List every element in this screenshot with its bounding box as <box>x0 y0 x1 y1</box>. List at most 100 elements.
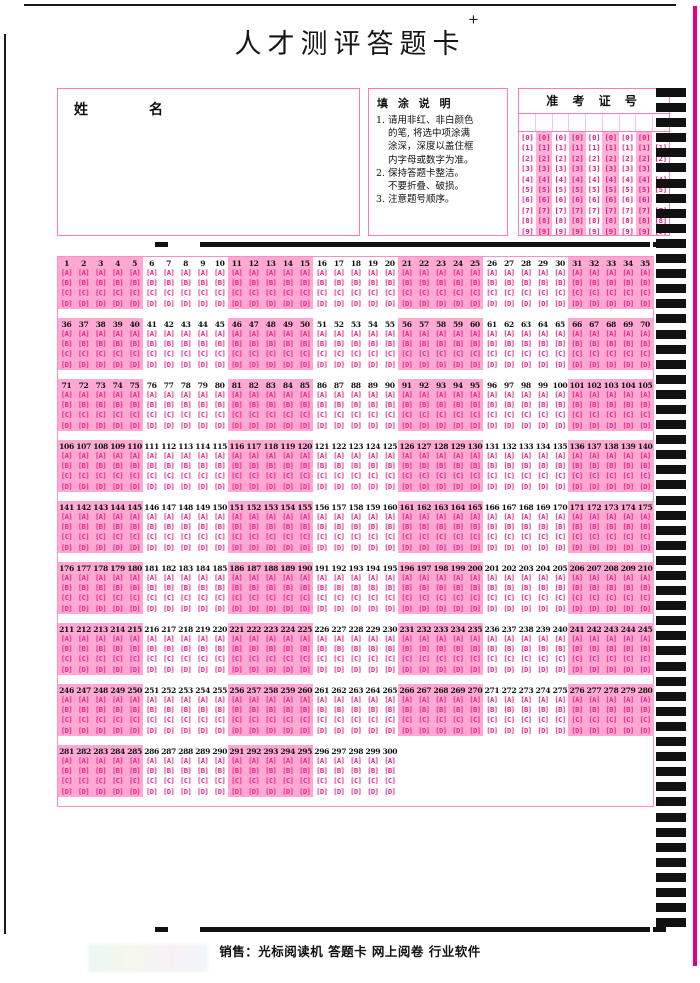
answer-bubble-b[interactable]: [B] <box>111 339 124 349</box>
answer-bubble-c[interactable]: [C] <box>384 654 396 664</box>
answer-bubble-b[interactable]: [B] <box>128 583 141 593</box>
answer-bubble-c[interactable]: [C] <box>145 532 158 542</box>
answer-grid-block[interactable]: 16 [A] [B] [C] [D] 17 [A] [B] [C] [D] 18 [A] [B] [C][… <box>313 257 398 309</box>
answer-bubble-c[interactable]: [C] <box>367 776 379 786</box>
answer-bubble-a[interactable]: [A] <box>60 390 73 399</box>
answer-bubble-a[interactable]: [A] <box>333 695 345 704</box>
answer-bubble-a[interactable]: [A] <box>333 268 345 277</box>
answer-bubble-c[interactable]: [C] <box>128 349 141 359</box>
answer-bubble-d[interactable]: [D] <box>299 298 311 308</box>
answer-bubble-a[interactable]: [A] <box>299 390 311 399</box>
question-column[interactable]: 288 [A] [B] [C] [D] <box>177 745 194 797</box>
answer-bubble-c[interactable]: [C] <box>282 288 294 298</box>
answer-bubble-a[interactable]: [A] <box>622 573 634 582</box>
answer-bubble-b[interactable]: [B] <box>367 766 379 776</box>
answer-bubble-d[interactable]: [D] <box>350 725 362 735</box>
answer-grid-block[interactable]: 26 [A] [B] [C] [D] 27 [A] [B] [C] [D] 28 [A] [B] [C][… <box>483 257 568 309</box>
answer-bubble-d[interactable]: [D] <box>197 542 209 552</box>
answer-bubble-a[interactable]: [A] <box>111 512 124 521</box>
question-column[interactable]: 218 [A] [B] [C] [D] <box>177 623 194 675</box>
question-column[interactable]: 267 [A] [B] [C] [D] <box>415 684 432 736</box>
answer-bubble-a[interactable]: [A] <box>418 695 430 704</box>
answer-bubble-a[interactable]: [A] <box>180 695 192 704</box>
answer-bubble-d[interactable]: [D] <box>350 481 362 491</box>
answer-bubble-d[interactable]: [D] <box>503 603 515 613</box>
question-column[interactable]: 247 [A] [B] [C] [D] <box>75 684 92 736</box>
answer-bubble-c[interactable]: [C] <box>231 471 243 481</box>
answer-bubble-b[interactable]: [B] <box>418 400 430 410</box>
answer-bubble-b[interactable]: [B] <box>60 644 73 654</box>
answer-bubble-a[interactable]: [A] <box>469 695 481 704</box>
answer-bubble-c[interactable]: [C] <box>214 654 226 664</box>
answer-bubble-a[interactable]: [A] <box>111 756 124 765</box>
question-column[interactable]: 224 [A] [B] [C] [D] <box>279 623 296 675</box>
answer-bubble-b[interactable]: [B] <box>316 644 328 654</box>
answer-bubble-b[interactable]: [B] <box>94 339 107 349</box>
answer-bubble-a[interactable]: [A] <box>111 695 124 704</box>
answer-bubble-c[interactable]: [C] <box>639 288 651 298</box>
question-column[interactable]: 50 [A] [B] [C] [D] <box>296 318 313 370</box>
answer-bubble-c[interactable]: [C] <box>435 288 447 298</box>
answer-bubble-d[interactable]: [D] <box>469 420 481 430</box>
answer-bubble-c[interactable]: [C] <box>214 715 226 725</box>
answer-bubble-a[interactable]: [A] <box>503 329 515 338</box>
answer-bubble-b[interactable]: [B] <box>350 583 362 593</box>
answer-bubble-b[interactable]: [B] <box>418 644 430 654</box>
question-column[interactable]: 212 [A] [B] [C] [D] <box>75 623 92 675</box>
answer-bubble-c[interactable]: [C] <box>350 654 362 664</box>
answer-bubble-c[interactable]: [C] <box>180 776 192 786</box>
answer-bubble-d[interactable]: [D] <box>503 420 515 430</box>
question-column[interactable]: 82 [A] [B] [C] [D] <box>245 379 262 431</box>
answer-bubble-c[interactable]: [C] <box>554 532 566 542</box>
answer-bubble-d[interactable]: [D] <box>231 542 243 552</box>
answer-bubble-b[interactable]: [B] <box>248 705 260 715</box>
answer-bubble-c[interactable]: [C] <box>316 410 328 420</box>
answer-bubble-d[interactable]: [D] <box>537 420 549 430</box>
answer-grid-block[interactable]: 276 [A] [B] [C] [D] 277 [A] [B] [C] [D] 278 [A] [B][… <box>568 684 654 736</box>
answer-bubble-b[interactable]: [B] <box>537 522 549 532</box>
answer-bubble-c[interactable]: [C] <box>282 715 294 725</box>
answer-bubble-c[interactable]: [C] <box>265 471 277 481</box>
answer-bubble-a[interactable]: [A] <box>248 268 260 277</box>
exam-number-bubble[interactable]: [7] <box>604 205 617 215</box>
answer-bubble-b[interactable]: [B] <box>163 705 175 715</box>
question-column[interactable]: 146 [A] [B] [C] [D] <box>143 501 160 553</box>
answer-bubble-d[interactable]: [D] <box>197 359 209 369</box>
answer-bubble-b[interactable]: [B] <box>231 522 243 532</box>
exam-number-write-cell[interactable] <box>553 114 570 131</box>
question-column[interactable]: 83 [A] [B] [C] [D] <box>262 379 279 431</box>
answer-bubble-a[interactable]: [A] <box>231 756 243 765</box>
answer-bubble-a[interactable]: [A] <box>214 512 226 521</box>
question-column[interactable]: 166 [A] [B] [C] [D] <box>483 501 500 553</box>
answer-bubble-d[interactable]: [D] <box>94 359 107 369</box>
answer-bubble-a[interactable]: [A] <box>605 329 617 338</box>
answer-bubble-d[interactable]: [D] <box>350 786 362 796</box>
answer-bubble-a[interactable]: [A] <box>145 268 158 277</box>
answer-bubble-b[interactable]: [B] <box>94 644 107 654</box>
answer-bubble-c[interactable]: [C] <box>299 471 311 481</box>
answer-bubble-b[interactable]: [B] <box>77 461 90 471</box>
answer-bubble-a[interactable]: [A] <box>299 268 311 277</box>
question-column[interactable]: 74 [A] [B] [C] [D] <box>109 379 126 431</box>
answer-bubble-b[interactable]: [B] <box>486 522 498 532</box>
answer-bubble-d[interactable]: [D] <box>282 603 294 613</box>
answer-bubble-b[interactable]: [B] <box>282 461 294 471</box>
exam-number-bubble[interactable]: [3] <box>554 164 567 174</box>
answer-bubble-a[interactable]: [A] <box>214 634 226 643</box>
question-column[interactable]: 6 [A] [B] [C] [D] <box>143 257 160 309</box>
answer-bubble-b[interactable]: [B] <box>503 705 515 715</box>
question-column[interactable]: 222 [A] [B] [C] [D] <box>245 623 262 675</box>
exam-number-digit-column[interactable]: [0][1][2][3][4][5][6][7][8][9] <box>586 132 603 235</box>
answer-grid-block[interactable]: 206 [A] [B] [C] [D] 207 [A] [B] [C] [D] 208 [A] [B][… <box>568 562 654 614</box>
answer-bubble-a[interactable]: [A] <box>299 329 311 338</box>
answer-bubble-a[interactable]: [A] <box>282 268 294 277</box>
answer-bubble-d[interactable]: [D] <box>299 603 311 613</box>
answer-bubble-d[interactable]: [D] <box>588 664 600 674</box>
answer-bubble-a[interactable]: [A] <box>367 634 379 643</box>
answer-bubble-a[interactable]: [A] <box>350 329 362 338</box>
answer-bubble-d[interactable]: [D] <box>588 725 600 735</box>
answer-bubble-c[interactable]: [C] <box>605 410 617 420</box>
answer-bubble-d[interactable]: [D] <box>145 603 158 613</box>
question-column[interactable]: 87 [A] [B] [C] [D] <box>330 379 347 431</box>
answer-bubble-b[interactable]: [B] <box>316 461 328 471</box>
